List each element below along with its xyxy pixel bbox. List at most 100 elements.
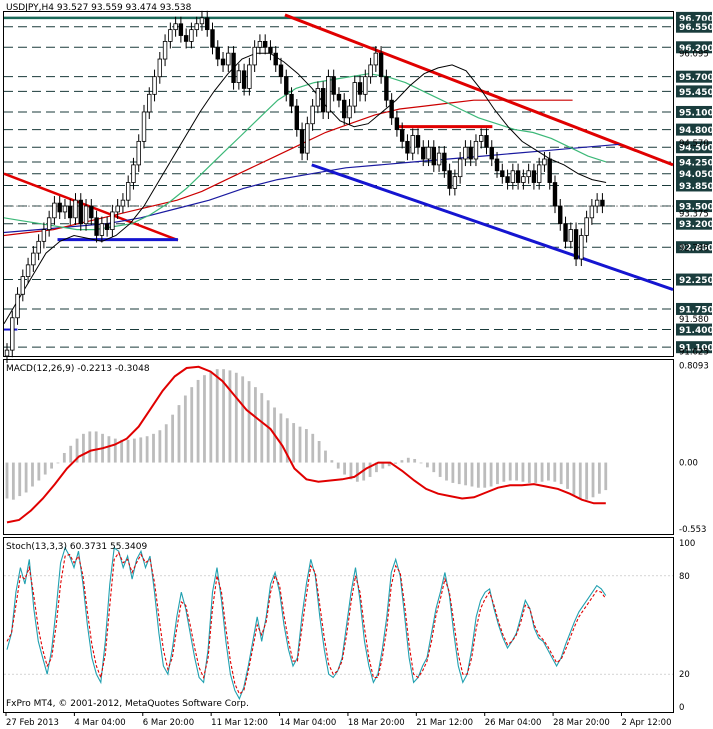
candle-body [89, 205, 94, 219]
time-tick-label: 28 Mar 20:00 [553, 718, 610, 728]
time-tick-label: 18 Mar 20:00 [348, 718, 405, 728]
candle-body [210, 29, 215, 48]
stoch-panel: 100 80 20 0 [4, 539, 695, 713]
candle-body [247, 64, 252, 89]
macd-histogram-bar [566, 462, 569, 489]
candle-body [410, 135, 415, 154]
candle-body [110, 211, 115, 230]
candle-body [394, 117, 400, 131]
candle-body [78, 199, 83, 225]
level-label-box [676, 41, 712, 54]
candle-body [357, 82, 363, 95]
macd-histogram-bar [292, 423, 296, 463]
macd-histogram-bar [132, 438, 136, 463]
candle-body [236, 70, 242, 83]
macd-histogram-bar [31, 462, 34, 487]
candle-body [36, 240, 41, 254]
level-label: 96.550 [679, 23, 713, 33]
macd-histogram-bar [355, 462, 359, 482]
candle-body [46, 217, 52, 230]
candle-body [99, 223, 105, 236]
macd-histogram-bar [120, 439, 124, 463]
candle-body [305, 123, 310, 154]
candle-body [199, 17, 205, 25]
candle-body [31, 252, 36, 266]
macd-histogram-bar [585, 462, 589, 500]
ma-medium-line [3, 73, 607, 231]
macd-histogram-bar [88, 431, 92, 463]
level-label: 91.100 [679, 344, 713, 354]
macd-histogram-bar [489, 462, 493, 487]
price-panel-frame [3, 11, 674, 357]
macd-histogram-bar [190, 387, 194, 463]
level-label: 93.500 [679, 203, 713, 213]
macd-tick-label: 0.00 [679, 459, 698, 469]
candle-body [378, 52, 384, 78]
level-label: 95.700 [679, 73, 713, 83]
candle-body [257, 41, 263, 48]
macd-histogram-bar [502, 462, 506, 482]
candle-body [268, 46, 273, 54]
candle-body [589, 205, 595, 219]
level-label: 94.800 [679, 126, 713, 136]
macd-histogram-bar [362, 462, 366, 481]
candle-body [463, 146, 468, 160]
level-label: 92.800 [679, 244, 713, 254]
candle-body [531, 170, 537, 183]
candle-body [457, 158, 463, 178]
time-tick-label: 21 Mar 12:00 [416, 718, 473, 728]
candle-body [284, 76, 289, 95]
candle-body [505, 176, 510, 183]
candle-body [373, 52, 379, 66]
macd-histogram-bar [113, 438, 117, 463]
candle-body [83, 205, 89, 225]
macd-histogram-bar [254, 387, 257, 463]
macd-histogram-bar [24, 462, 28, 493]
moving-averages [3, 52, 620, 324]
candle-body [68, 205, 73, 219]
level-label-box [676, 323, 712, 336]
price-candles [4, 10, 605, 364]
time-axis: 27 Feb 2013 4 Mar 04:00 6 Mar 20:00 11 Mar … [5, 712, 671, 728]
macd-histogram-bar [241, 376, 245, 463]
macd-histogram-bar [470, 462, 474, 487]
candle-body [120, 199, 126, 207]
stoch-tick-label: 100 [679, 539, 695, 549]
candle-body [104, 223, 110, 230]
macd-histogram-bar [496, 462, 499, 485]
level-label-box [676, 11, 712, 24]
candle-body [494, 158, 500, 172]
candle-body [15, 293, 20, 319]
candle-body [584, 217, 589, 236]
level-label-box [676, 141, 712, 154]
candle-body [162, 41, 168, 60]
level-lines [4, 16, 673, 348]
ma-slow-line [3, 99, 573, 237]
candle-body [226, 52, 231, 66]
candle-body [399, 129, 405, 142]
macd-histogram-bar [597, 462, 601, 494]
candle-body [310, 105, 315, 125]
candle-body [215, 46, 220, 60]
candle-body [73, 199, 78, 219]
candle-body [336, 93, 342, 101]
macd-histogram-bar [152, 433, 155, 463]
time-tick-label: 6 Mar 20:00 [143, 718, 194, 728]
candle-body [431, 146, 436, 166]
candle-body [168, 29, 173, 42]
candle-body [141, 111, 147, 142]
level-label: 93.200 [679, 220, 713, 230]
level-label-box [676, 341, 712, 354]
candle-body [326, 76, 331, 113]
level-label: 95.100 [679, 108, 713, 118]
macd-histogram-bar [164, 424, 168, 463]
macd-histogram-bar [228, 370, 232, 463]
candle-body [205, 17, 210, 31]
candle-body [220, 58, 226, 66]
candle-body [183, 35, 189, 42]
macd-histogram-bar [559, 462, 563, 485]
macd-histogram-bar [69, 445, 73, 463]
macd-histogram-bar [107, 436, 111, 463]
macd-histogram-bar [419, 462, 423, 464]
